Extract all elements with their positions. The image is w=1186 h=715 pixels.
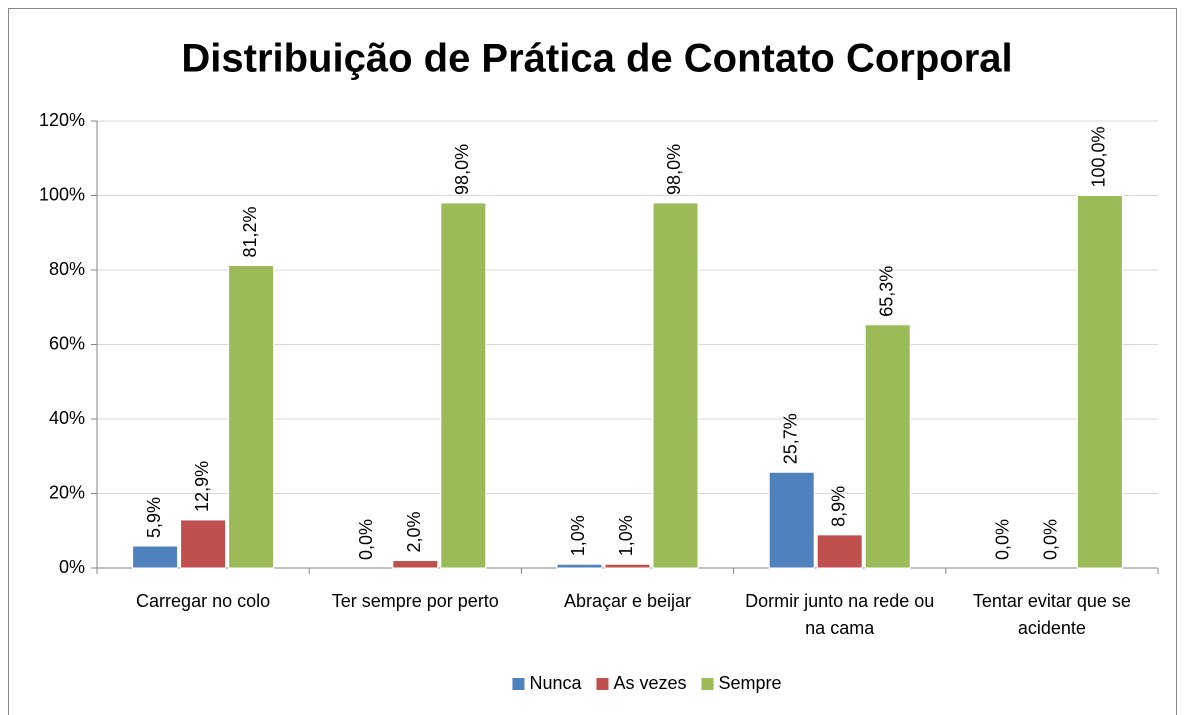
y-tick-label: 60% (49, 333, 85, 353)
data-label: 12,9% (192, 461, 212, 512)
data-label: 25,7% (780, 413, 800, 464)
y-tick-label: 20% (49, 482, 85, 502)
x-tick-label-line: Tentar evitar que se (973, 591, 1131, 611)
x-tick-label-line: Dormir junto na rede ou (745, 591, 934, 611)
data-label: 98,0% (452, 144, 472, 195)
x-tick-label: Dormir junto na rede ou na cama (745, 591, 934, 638)
bar (1076, 195, 1123, 569)
bar (228, 265, 275, 569)
data-label: 5,9% (144, 497, 164, 538)
bar (440, 202, 487, 569)
legend-label: Sempre (719, 673, 782, 693)
legend-swatch (596, 678, 609, 690)
y-tick-label: 0% (59, 557, 85, 577)
bar (180, 519, 227, 569)
data-label: 0,0% (356, 519, 376, 560)
data-label: 1,0% (616, 515, 636, 556)
data-label: 98,0% (664, 144, 684, 195)
data-label: 65,3% (876, 266, 896, 317)
data-label: 1,0% (568, 515, 588, 556)
chart-title: Distribuição de Prática de Contato Corpo… (181, 37, 1012, 81)
legend-swatch (512, 678, 525, 690)
bar (652, 202, 699, 569)
data-label: 2,0% (404, 512, 424, 553)
data-label: 8,9% (828, 486, 848, 527)
x-tick-label: Abraçar e beijar (564, 591, 691, 611)
x-tick-label-line: na cama (805, 618, 875, 638)
bar (132, 545, 179, 569)
bar (392, 560, 439, 569)
bar (864, 324, 911, 569)
data-label: 0,0% (993, 519, 1013, 560)
bar (556, 563, 603, 569)
data-label: 100,0% (1089, 126, 1109, 187)
y-tick-label: 120% (39, 110, 85, 130)
bar (604, 563, 651, 569)
x-tick-label-line: acidente (1018, 618, 1086, 638)
legend-label: As vezes (613, 673, 686, 693)
data-label: 0,0% (1041, 519, 1061, 560)
bar (768, 471, 815, 569)
y-tick-label: 80% (49, 259, 85, 279)
x-tick-label: Tentar evitar que se acidente (973, 591, 1131, 638)
y-tick-label: 40% (49, 408, 85, 428)
bar (816, 534, 863, 569)
y-tick-label: 100% (39, 184, 85, 204)
chart-frame (8, 8, 1177, 715)
x-tick-label: Carregar no colo (136, 591, 270, 611)
data-label: 81,2% (240, 206, 260, 257)
legend-label: Nunca (529, 673, 582, 693)
x-tick-label: Ter sempre por perto (332, 591, 499, 611)
legend-swatch (701, 678, 714, 690)
